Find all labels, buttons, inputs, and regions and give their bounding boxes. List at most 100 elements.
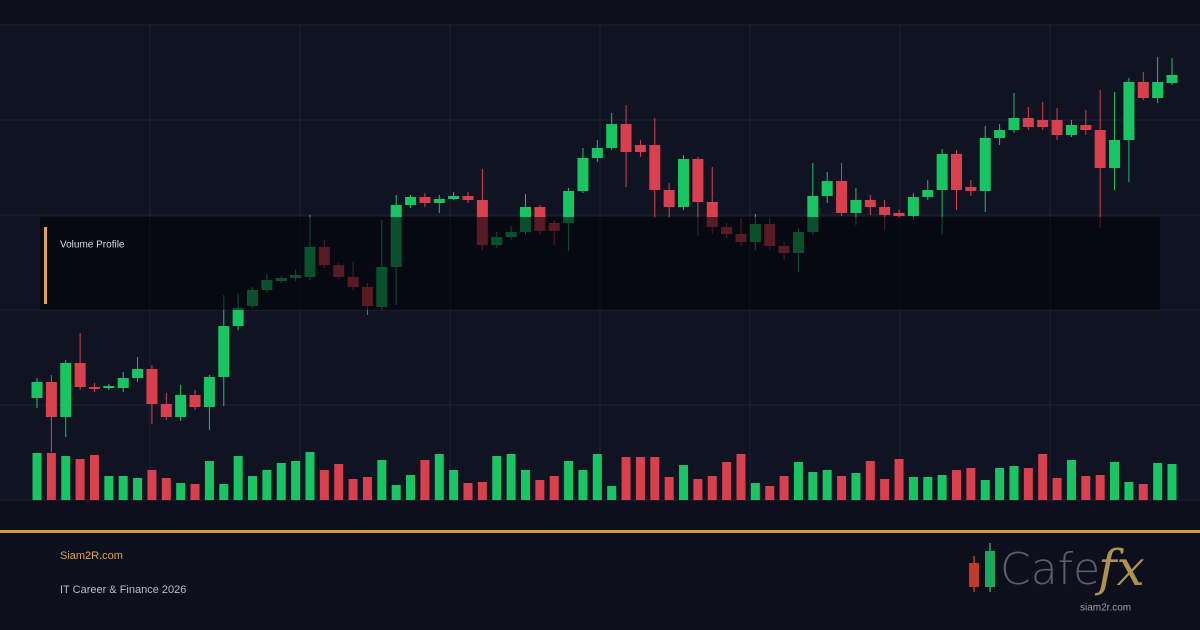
volume-bar: [420, 460, 430, 500]
volume-bar: [592, 454, 602, 500]
volume-bar: [865, 461, 875, 500]
volume-bar: [880, 479, 890, 500]
candle-body: [864, 200, 876, 207]
volume-bar: [147, 470, 157, 500]
volume-bar: [362, 477, 372, 500]
volume-bar: [1167, 464, 1177, 500]
candle-body: [907, 197, 919, 216]
candle-body: [117, 378, 129, 388]
volume-bar: [434, 454, 444, 500]
volume-bar: [679, 465, 689, 500]
candle-body: [706, 202, 718, 227]
candle-body: [45, 382, 57, 417]
candle-body: [1109, 140, 1121, 168]
candle-body: [60, 363, 72, 417]
volume-bar: [46, 453, 56, 500]
volume-bar: [506, 454, 516, 500]
candle-body: [663, 190, 675, 207]
volume-bar: [1081, 476, 1091, 500]
volume-bar: [793, 462, 803, 500]
candle-body: [146, 369, 158, 404]
volume-bar: [204, 461, 214, 500]
volume-bar: [908, 477, 918, 500]
candle-body: [160, 404, 172, 417]
volume-bar: [104, 476, 114, 500]
candle-body: [678, 159, 690, 207]
candle-body: [1008, 118, 1020, 130]
panel-label: Volume Profile: [60, 240, 125, 251]
volume-bar: [750, 483, 760, 500]
candle-body: [821, 181, 833, 196]
volume-bar: [377, 460, 387, 500]
volume-bar: [765, 486, 775, 500]
volume-bar: [449, 470, 459, 500]
footer-tagline: IT Career & Finance 2026: [60, 584, 186, 596]
candle-body: [103, 386, 115, 388]
volume-bar: [707, 476, 717, 500]
candle-body: [836, 181, 848, 213]
volume-bar: [492, 456, 502, 500]
candle-body: [936, 154, 948, 190]
volume-bar: [693, 479, 703, 500]
footer-site: Siam2R.com: [60, 550, 123, 562]
candle-body: [979, 138, 991, 191]
candle-body: [634, 145, 646, 152]
volume-bar: [406, 475, 416, 500]
volume-bar: [995, 468, 1005, 500]
candle-body: [1152, 82, 1164, 98]
volume-bar: [578, 470, 588, 500]
candle-body: [232, 308, 244, 326]
candle-body: [950, 154, 962, 190]
volume-bar: [276, 463, 286, 500]
logo-candle: [969, 563, 979, 587]
candle-body: [433, 199, 445, 203]
volume-bar: [837, 476, 847, 500]
candle-body: [1137, 82, 1149, 98]
volume-bar: [1038, 454, 1048, 500]
logo: Cafe fx siam2r.com: [969, 539, 1145, 614]
candle-body: [88, 387, 100, 389]
volume-bar: [477, 482, 487, 500]
volume-bar: [1153, 463, 1163, 500]
volume-bar: [894, 459, 904, 500]
volume-profile-panel: [40, 217, 1160, 310]
candle-body: [649, 145, 661, 190]
volume-bar: [822, 470, 832, 500]
candle-body: [448, 196, 460, 199]
volume-bar: [1124, 482, 1134, 500]
candle-body: [218, 326, 230, 377]
volume-bar: [520, 470, 530, 500]
candle-body: [620, 124, 632, 152]
volume-bar: [305, 452, 315, 500]
volume-bar: [291, 461, 301, 500]
candle-body: [419, 197, 431, 203]
volume-bar: [319, 470, 329, 500]
volume-bar: [808, 472, 818, 500]
volume-bar: [391, 485, 401, 500]
candle-body: [175, 395, 187, 417]
volume-bar: [89, 455, 99, 500]
volume-bar: [1138, 484, 1148, 500]
candle-body: [994, 130, 1006, 138]
volume-bar: [219, 484, 229, 500]
candle-body: [1094, 130, 1106, 168]
candle-body: [692, 159, 704, 202]
volume-bar: [334, 464, 344, 500]
candle-body: [1037, 120, 1049, 127]
volume-bar: [1110, 462, 1120, 500]
candle-body: [189, 395, 201, 407]
volume-bar: [161, 478, 171, 500]
volume-bar: [851, 473, 861, 500]
volume-bar: [190, 484, 200, 500]
volume-bar: [937, 475, 947, 500]
candle-body: [807, 196, 819, 232]
candle-body: [1051, 120, 1063, 135]
candle-body: [1022, 118, 1034, 127]
candle-body: [1080, 125, 1092, 130]
candle-body: [1065, 125, 1077, 135]
candle-body: [462, 196, 474, 200]
candle-body: [893, 213, 905, 216]
volume-bar: [621, 457, 631, 500]
logo-candle: [985, 551, 995, 587]
volume-bar: [248, 476, 258, 500]
